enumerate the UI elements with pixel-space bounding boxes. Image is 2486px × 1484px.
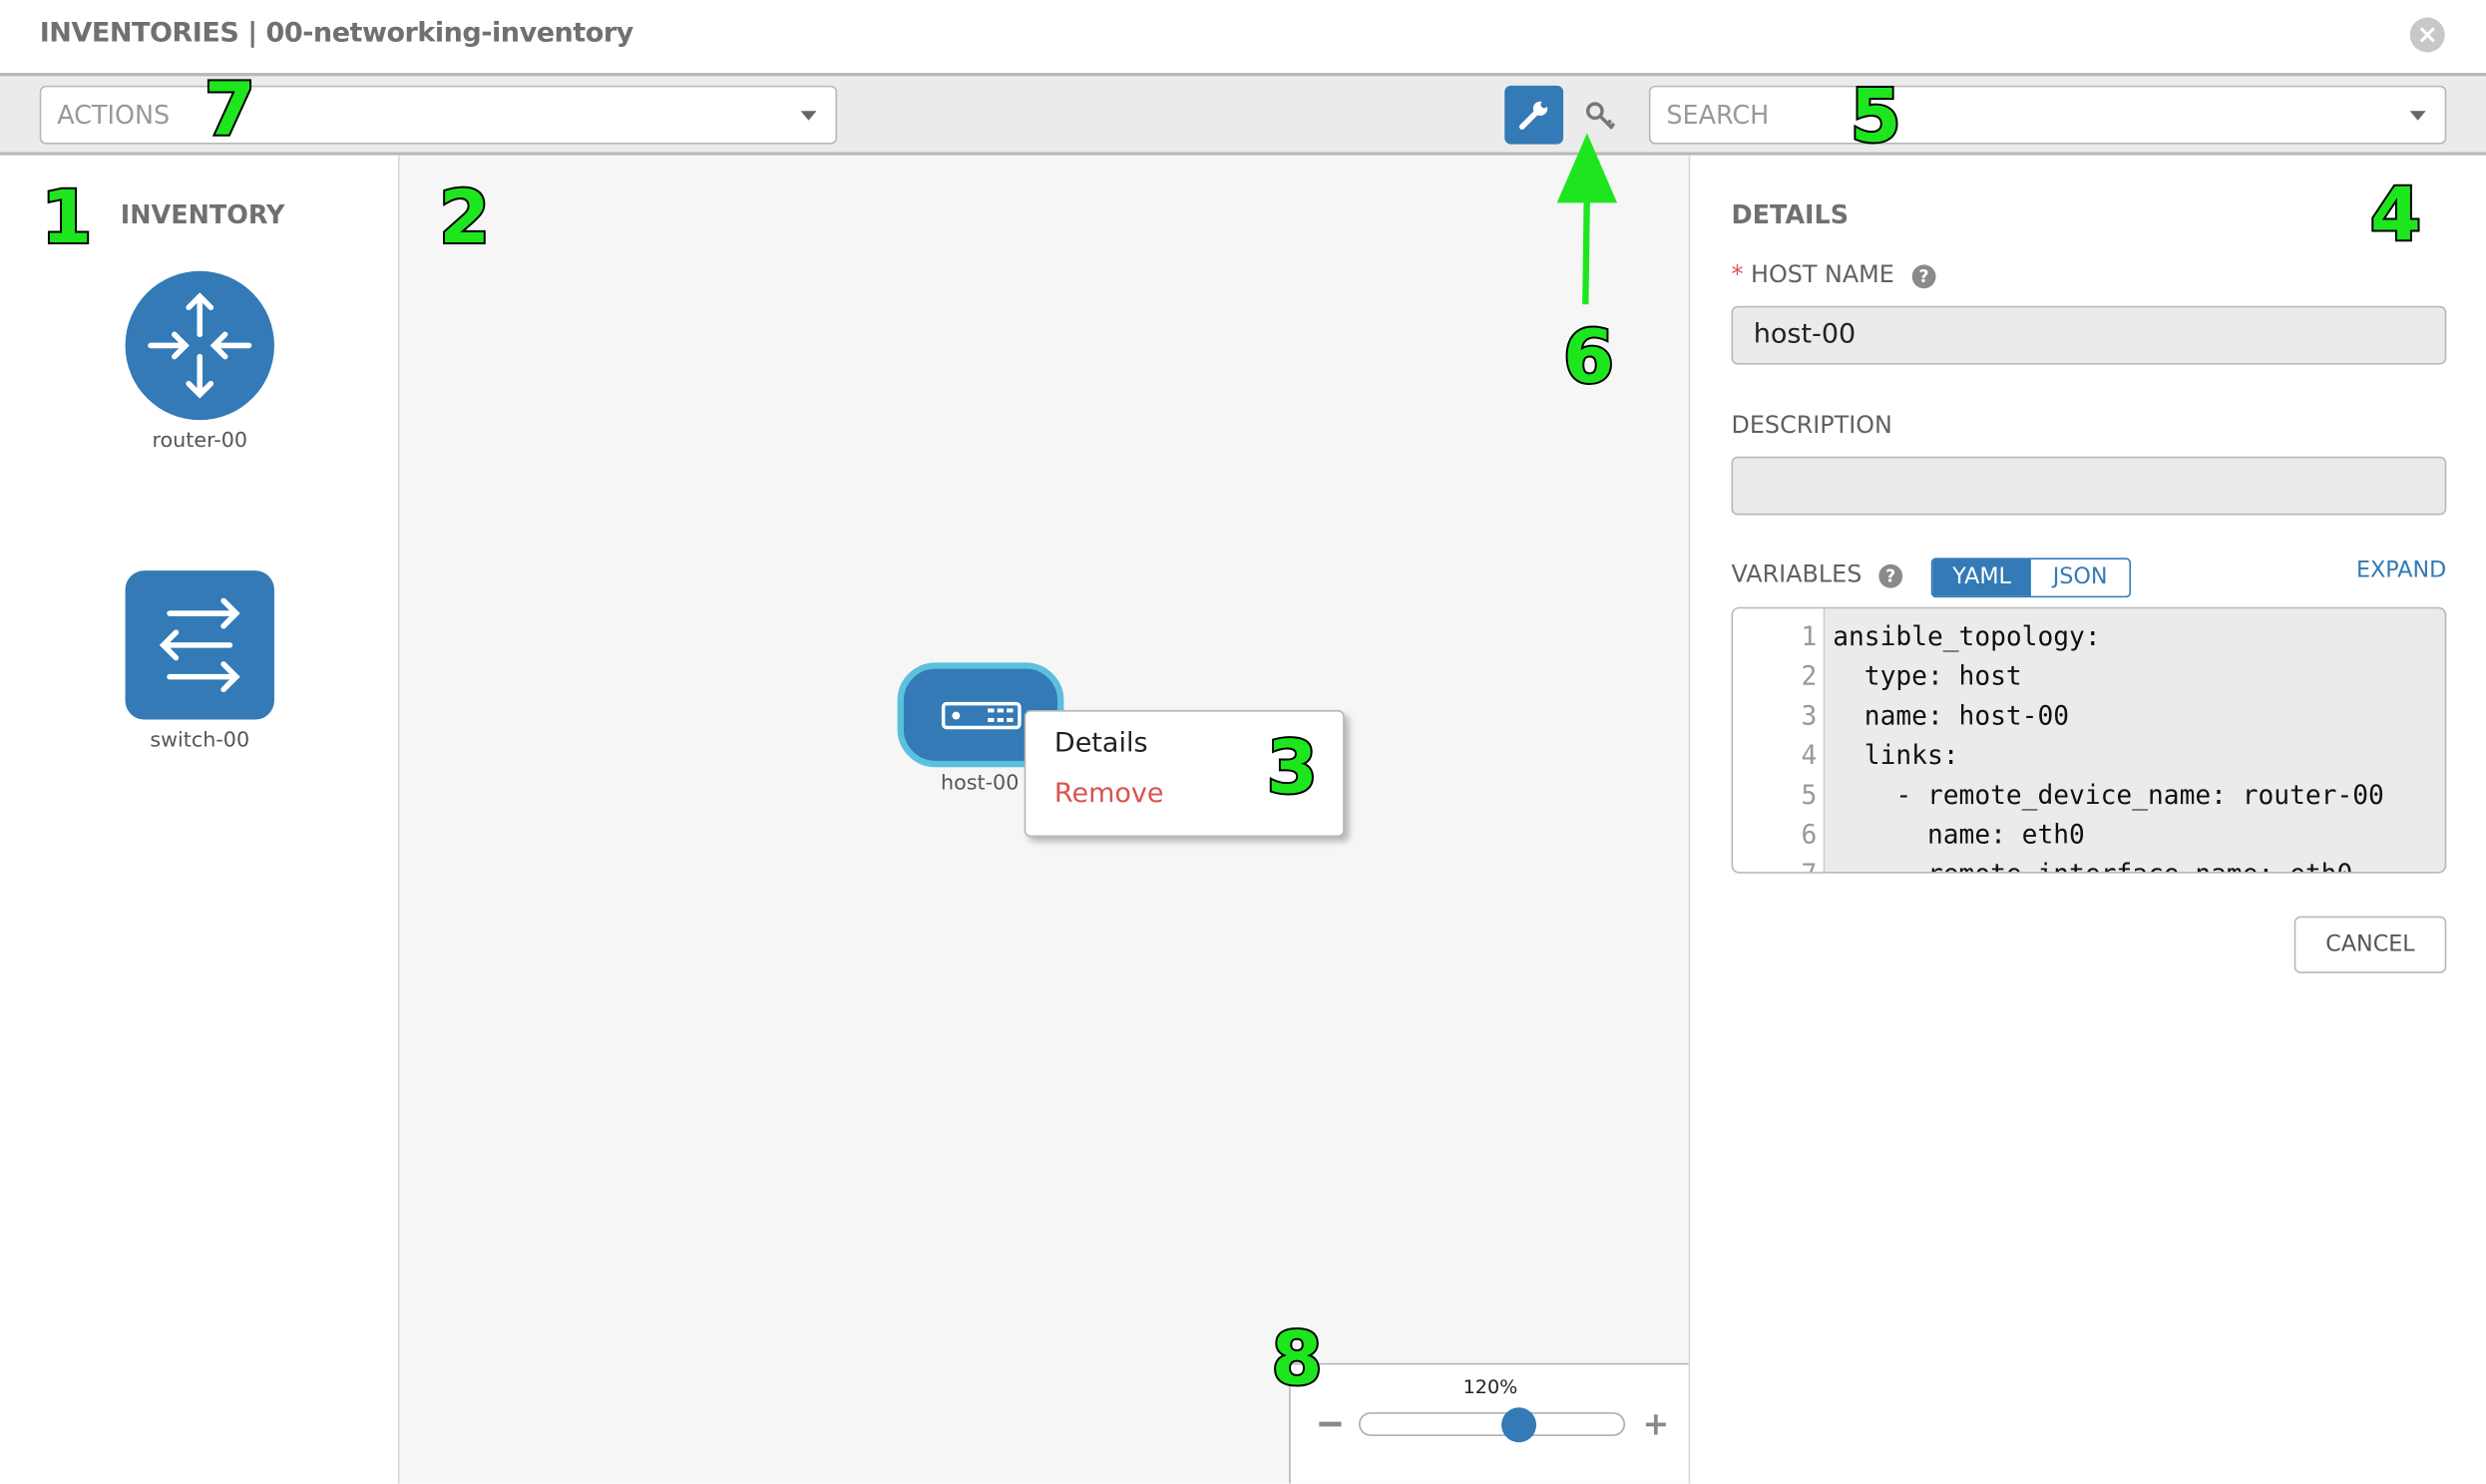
details-panel: DETAILS * HOST NAME ? host-00 DESCRIPTIO… — [1688, 155, 2486, 1484]
key-icon — [1585, 102, 1616, 130]
zoom-slider[interactable] — [1359, 1412, 1626, 1436]
callout-1: 1 — [39, 174, 94, 260]
required-mark: * — [1731, 259, 1744, 289]
callout-7: 7 — [203, 66, 257, 153]
line-number: 4 — [1801, 740, 1818, 771]
details-title: DETAILS — [1731, 199, 1850, 230]
line-number: 7 — [1802, 855, 1818, 872]
callout-6: 6 — [1561, 313, 1616, 400]
json-toggle[interactable]: JSON — [2052, 563, 2108, 590]
zoom-out-icon[interactable] — [1319, 1421, 1342, 1427]
help-icon[interactable]: ? — [1911, 264, 1936, 289]
callout-8: 8 — [1270, 1315, 1325, 1401]
search-placeholder: SEARCH — [1666, 100, 1770, 131]
arrow-annotation — [1556, 133, 1618, 305]
host-name-label-text: HOST NAME — [1751, 259, 1894, 289]
topology-canvas[interactable]: host-00 Details Remove 120% + — [399, 155, 1689, 1484]
code-line: - remote_device_name: router-00 — [1833, 779, 2384, 811]
router-label: router-00 — [152, 429, 248, 454]
zoom-control: 120% + — [1289, 1362, 1689, 1484]
close-icon[interactable]: × — [2409, 17, 2445, 53]
actions-placeholder: ACTIONS — [57, 100, 171, 131]
code-line: name: host-00 — [1833, 700, 2070, 731]
line-number: 5 — [1801, 779, 1818, 811]
switch-icon — [159, 597, 240, 693]
code-line: remote_interface_name: eth0 — [1833, 855, 2384, 872]
context-menu: Details Remove — [1024, 710, 1345, 838]
line-gutter: 1 2 3 4 5 6 7 — [1733, 608, 1826, 873]
description-input[interactable] — [1731, 456, 2447, 516]
inventory-item-router[interactable] — [125, 270, 274, 421]
code-line: name: eth0 — [1833, 819, 2085, 850]
code-line: links: — [1833, 740, 1959, 771]
callout-5: 5 — [1849, 73, 1903, 159]
router-icon — [148, 292, 252, 399]
context-menu-remove[interactable]: Remove — [1053, 778, 1164, 811]
context-menu-details[interactable]: Details — [1053, 727, 1148, 760]
line-number: 3 — [1801, 700, 1818, 731]
description-label: DESCRIPTION — [1731, 410, 1892, 440]
line-number: 2 — [1801, 660, 1818, 691]
variables-editor[interactable]: 1 2 3 4 5 6 7 ansible_topology: type: host nam… — [1731, 606, 2447, 874]
inventory-title: INVENTORY — [120, 199, 285, 230]
header: INVENTORIES | 00-networking-inventory × — [0, 0, 2486, 74]
search-select[interactable]: SEARCH — [1648, 85, 2447, 145]
expand-link[interactable]: EXPAND — [2355, 557, 2447, 583]
host-name-label: * HOST NAME — [1732, 260, 1894, 289]
format-toggle: YAML JSON — [1930, 557, 2132, 598]
key-button[interactable] — [1582, 99, 1620, 134]
switch-label: switch-00 — [150, 729, 250, 753]
zoom-slider-handle[interactable] — [1501, 1407, 1537, 1443]
line-number: 6 — [1801, 819, 1818, 850]
callout-3: 3 — [1265, 724, 1320, 811]
yaml-toggle[interactable]: YAML — [1932, 559, 2031, 596]
chevron-down-icon — [2409, 111, 2426, 121]
callout-4: 4 — [2368, 171, 2423, 257]
wrench-icon — [1518, 101, 1548, 130]
host-server-icon — [941, 701, 1022, 730]
help-icon[interactable]: ? — [1878, 563, 1903, 588]
chevron-down-icon — [800, 111, 817, 121]
page-title: INVENTORIES | 00-networking-inventory — [39, 17, 634, 50]
line-number: 1 — [1801, 621, 1818, 652]
actions-select[interactable]: ACTIONS — [39, 85, 838, 145]
code-content: ansible_topology: type: host name: host-… — [1833, 616, 2384, 872]
code-line: type: host — [1833, 660, 2022, 691]
line-numbers: 1 2 3 4 5 6 7 — [1801, 616, 1818, 872]
zoom-level: 120% — [1462, 1375, 1518, 1398]
host-node-label: host-00 — [941, 771, 1020, 796]
inventory-item-switch[interactable] — [125, 570, 274, 720]
wrench-button[interactable] — [1504, 85, 1564, 145]
callout-2: 2 — [437, 174, 492, 260]
cancel-button[interactable]: CANCEL — [2293, 916, 2447, 973]
variables-label: VARIABLES — [1731, 559, 1863, 588]
code-line: ansible_topology: — [1833, 621, 2101, 652]
zoom-in-icon[interactable]: + — [1642, 1404, 1670, 1443]
host-name-input[interactable]: host-00 — [1731, 305, 2447, 365]
inventory-panel: INVENTORY router-00 switch-00 — [0, 155, 400, 1484]
